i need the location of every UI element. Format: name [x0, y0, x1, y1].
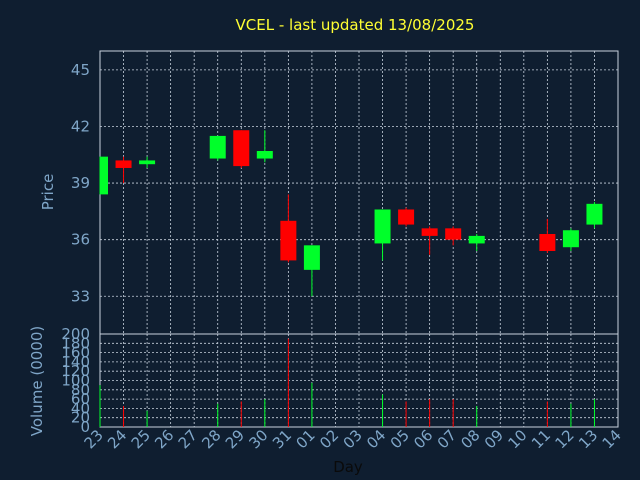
- candle-body: [100, 156, 108, 195]
- x-tick-label: 08: [457, 426, 483, 452]
- volume-grid: [99, 333, 619, 428]
- candle-body: [374, 209, 391, 244]
- candle-body: [280, 220, 297, 261]
- x-axis-ticks: 2324252627282930310102030405060708091011…: [81, 426, 625, 452]
- x-tick-label: 28: [198, 426, 224, 452]
- volume-tick-label: 20: [71, 409, 90, 427]
- x-tick-label: 02: [316, 426, 342, 452]
- price-grid: [99, 51, 619, 334]
- volume-bars: [99, 338, 595, 427]
- x-axis-label: Day: [333, 458, 363, 476]
- volume-tick-label: 60: [71, 390, 90, 408]
- candle-body: [115, 160, 132, 168]
- x-tick-label: 31: [269, 426, 295, 452]
- volume-tick-label: 160: [61, 344, 90, 362]
- candle-body: [421, 228, 438, 236]
- x-tick-label: 30: [245, 426, 271, 452]
- x-tick-label: 07: [434, 426, 460, 452]
- candles: [99, 130, 603, 297]
- x-tick-label: 14: [599, 426, 625, 452]
- volume-tick-label: 200: [61, 325, 90, 343]
- chart-title: VCEL - last updated 13/08/2025: [236, 16, 475, 34]
- price-tick-label: 42: [71, 117, 90, 135]
- x-tick-label: 13: [575, 426, 601, 452]
- x-tick-label: 06: [410, 426, 436, 452]
- price-tick-label: 45: [71, 61, 90, 79]
- candle-body: [445, 228, 462, 240]
- candle-body: [256, 150, 273, 159]
- volume-axis-label: Volume (0000): [28, 326, 46, 436]
- x-tick-label: 25: [128, 426, 154, 452]
- x-tick-label: 29: [222, 426, 248, 452]
- volume-tick-label: 0: [80, 418, 90, 436]
- candle-body: [303, 245, 320, 270]
- candle-body: [468, 235, 485, 244]
- volume-tick-label: 120: [61, 362, 90, 380]
- x-tick-label: 11: [528, 426, 554, 452]
- price-tick-label: 36: [71, 231, 90, 249]
- volume-tick-label: 180: [61, 334, 90, 352]
- x-tick-label: 12: [552, 426, 578, 452]
- x-tick-label: 26: [151, 426, 177, 452]
- x-tick-label: 03: [340, 426, 366, 452]
- x-tick-label: 01: [293, 426, 319, 452]
- x-tick-label: 24: [104, 426, 130, 452]
- candle-body: [139, 160, 156, 165]
- x-tick-label: 05: [387, 426, 413, 452]
- x-tick-label: 10: [504, 426, 530, 452]
- price-axis-label: Price: [39, 174, 57, 211]
- x-tick-label: 04: [363, 426, 389, 452]
- price-tick-label: 33: [71, 287, 90, 305]
- price-tick-label: 39: [71, 174, 90, 192]
- x-tick-label: 27: [175, 426, 201, 452]
- x-tick-label: 09: [481, 426, 507, 452]
- price-axis-ticks: 33 36 39 42 45: [71, 61, 90, 305]
- volume-tick-label: 80: [71, 381, 90, 399]
- candle-body: [586, 203, 603, 225]
- price-panel: 33 36 39 42 45 Price: [39, 50, 619, 335]
- volume-tick-label: 100: [61, 372, 90, 390]
- volume-tick-label: 140: [61, 353, 90, 371]
- candle-body: [539, 234, 556, 251]
- candle-body: [398, 209, 415, 225]
- volume-tick-label: 40: [71, 399, 90, 417]
- candle-body: [233, 130, 250, 167]
- candle-body: [209, 135, 226, 159]
- candle-body: [562, 230, 579, 248]
